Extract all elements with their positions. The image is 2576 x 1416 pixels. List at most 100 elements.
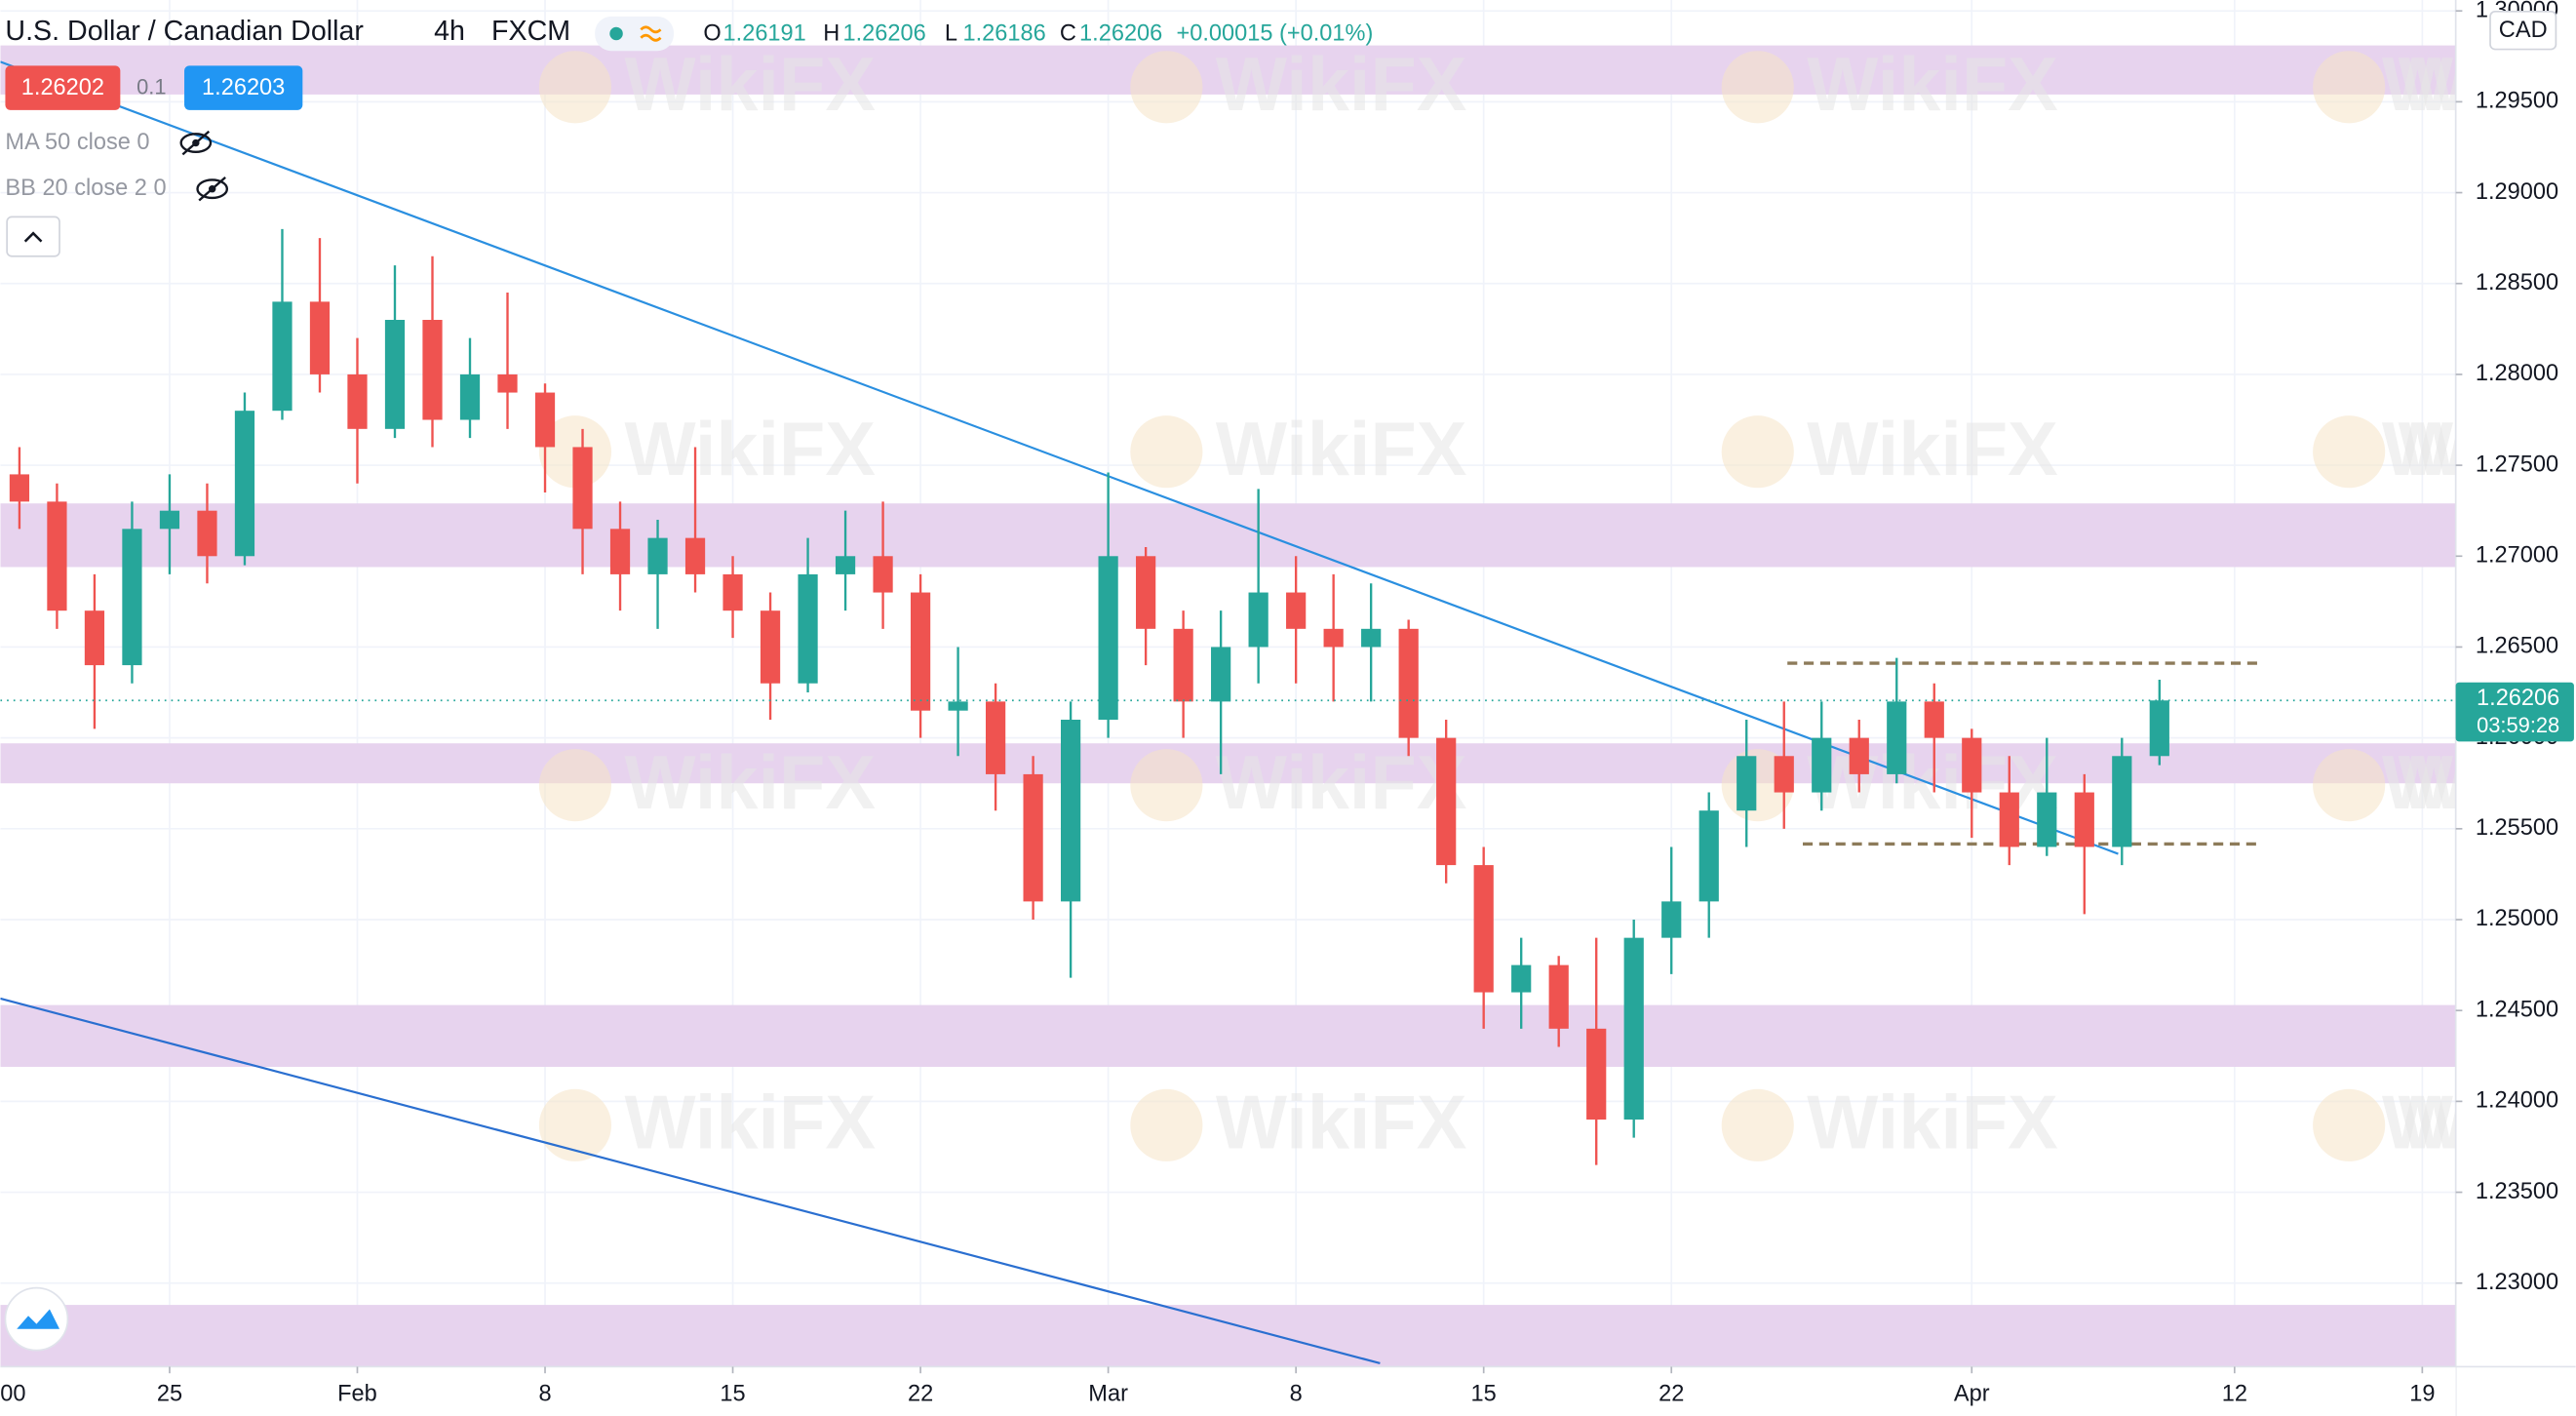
candle-body (1812, 737, 1832, 793)
candle-body (309, 301, 331, 374)
candle-body (2112, 756, 2132, 847)
x-tick-label: 8 (1290, 1380, 1303, 1405)
candle-body (948, 701, 968, 711)
candle-body (1323, 628, 1344, 648)
time-axis-bg (0, 1366, 2456, 1416)
collapse-icon (23, 231, 43, 243)
candle-body (798, 573, 818, 684)
watermark-logo (1130, 415, 1203, 489)
delay-icon (640, 25, 662, 42)
hidden-eye-icon[interactable] (196, 177, 229, 202)
sell-button[interactable] (5, 65, 121, 110)
watermark: WikiFX (2382, 408, 2576, 492)
candle-body (1098, 556, 1118, 721)
candle-body (1887, 701, 1907, 774)
candle-body (1924, 701, 1944, 738)
candle-body (873, 556, 893, 593)
watermark-logo (1130, 51, 1203, 124)
y-tick-label: 1.24500 (2476, 996, 2558, 1021)
candle-body (684, 537, 706, 574)
x-tick-label: Mar (1088, 1380, 1128, 1405)
watermark: WikiFX (624, 43, 876, 127)
candle-body (985, 701, 1006, 774)
candle-body (910, 592, 931, 711)
indicator-label[interactable]: BB 20 close 2 0 (5, 175, 166, 200)
y-tick-label: 1.26500 (2476, 633, 2558, 658)
watermark-logo (2313, 51, 2386, 124)
y-tick-label: 1.27000 (2476, 542, 2558, 568)
close-value: 1.26206 (1079, 20, 1162, 46)
candle-body (1511, 964, 1532, 993)
last-price-tag (2455, 682, 2574, 742)
watermark: WikiFX (1216, 1082, 1467, 1165)
background-layer: WikiFX WikiFX WikiFX WikiFX WikiFX WikiFX Wiki… (0, 0, 2576, 1367)
y-tick-label: 1.27500 (2476, 451, 2558, 476)
candle-body (1661, 901, 1682, 938)
watermark-logo (1721, 415, 1794, 489)
x-tick-label: Feb (337, 1380, 377, 1405)
close-label: C (1060, 20, 1076, 46)
candle-body (159, 510, 180, 530)
open-value: 1.26191 (723, 20, 806, 46)
watermark: WikiFX (2382, 741, 2576, 825)
candle-body (1623, 937, 1644, 1121)
watermark-logo (538, 1088, 612, 1161)
watermark-logo (2313, 415, 2386, 489)
high-label: H (823, 20, 839, 46)
candle-body (1173, 628, 1193, 702)
watermark: WikiFX (1216, 408, 1467, 492)
candle-body (1849, 737, 1869, 774)
source: FXCM (491, 16, 570, 47)
logo-button[interactable] (4, 1286, 69, 1352)
plot-layer (0, 60, 2456, 1364)
hidden-eye-icon[interactable] (179, 130, 213, 156)
candle-body (272, 301, 293, 412)
x-tick-label: 8 (538, 1380, 551, 1405)
candle-body (347, 374, 368, 429)
collapse-button[interactable] (6, 216, 60, 257)
y-tick-label: 1.25000 (2476, 905, 2558, 930)
candle-body (1248, 592, 1268, 648)
candle-body (647, 537, 668, 574)
status-pill[interactable] (595, 16, 675, 52)
zone (0, 1305, 2456, 1367)
candle-body (2037, 792, 2057, 847)
last-price-label: 1.26206 (2477, 685, 2559, 710)
y-tick-label: 1.29000 (2476, 178, 2558, 204)
x-tick-label: 12 (2222, 1380, 2247, 1405)
trend-line (0, 60, 2119, 855)
watermark: WikiFX (2399, 408, 2576, 492)
watermark-logo (2313, 749, 2386, 822)
interval[interactable]: 4h (434, 16, 465, 47)
watermark: WikiFX (2399, 43, 2576, 127)
candle-body (459, 374, 481, 420)
candle-body (47, 501, 67, 611)
open-label: O (703, 20, 721, 46)
indicator-label[interactable]: MA 50 close 0 (5, 129, 149, 154)
buy-button[interactable] (184, 65, 303, 110)
symbol-title: U.S. Dollar / Canadian Dollar (5, 16, 364, 47)
watermark-logo (1721, 1088, 1794, 1161)
x-tick-label: 15 (1471, 1380, 1497, 1405)
y-tick-label: 1.24000 (2476, 1087, 2558, 1113)
candle-body (1774, 756, 1794, 793)
trend-line (0, 997, 1381, 1364)
candle-body (1286, 592, 1307, 629)
candle-body (1586, 1028, 1607, 1121)
candle-body (1999, 792, 2019, 847)
y-tick-label: 1.23000 (2476, 1269, 2558, 1294)
candle-body (422, 320, 443, 420)
candle-body (1398, 628, 1419, 738)
candle-body (722, 573, 743, 611)
candle-body (122, 529, 142, 666)
watermark-logo (1130, 749, 1203, 822)
sell-price: 1.26202 (21, 74, 104, 99)
y-tick-label: 1.23500 (2476, 1178, 2558, 1203)
candle-body (1962, 737, 1982, 793)
candle-body (534, 392, 556, 448)
watermark: WikiFX (1807, 43, 2058, 127)
candle-body (760, 610, 781, 684)
zone (0, 45, 2456, 95)
